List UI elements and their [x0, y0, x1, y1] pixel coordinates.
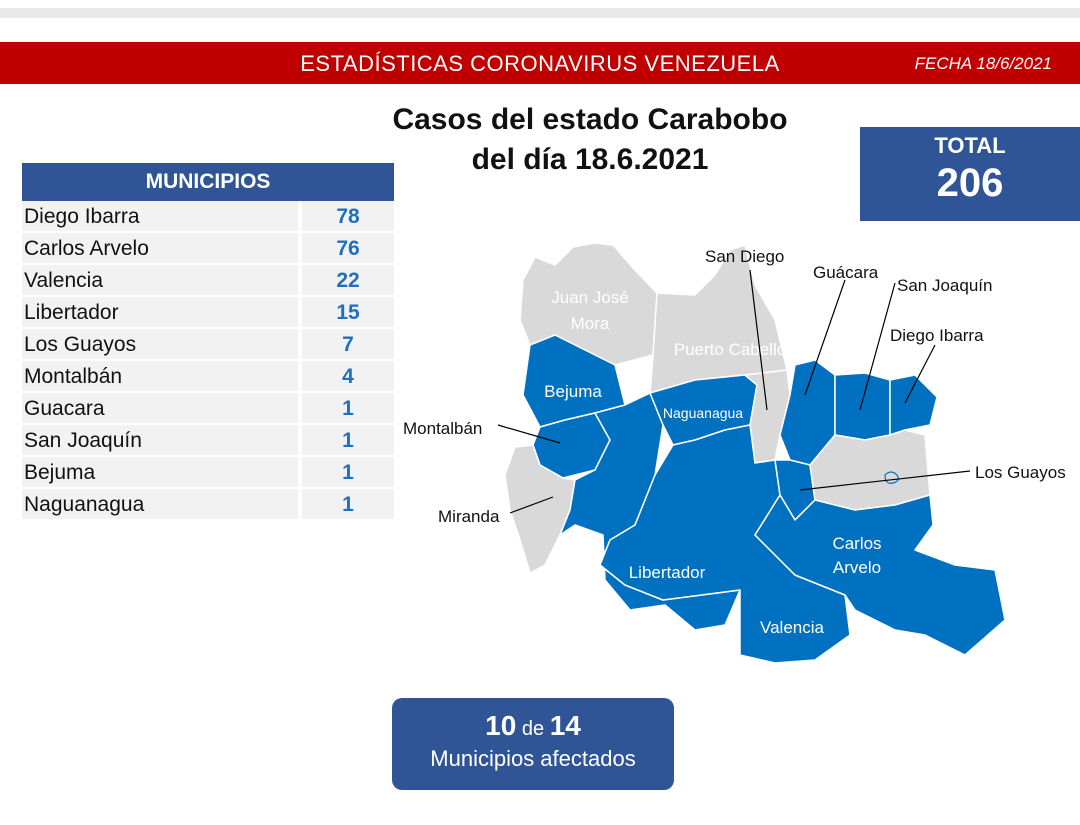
carabobo-map: Juan José Mora Puerto Cabello Bejuma Nag… [403, 242, 1066, 664]
total-box: TOTAL 206 [860, 127, 1080, 221]
municipio-cases: 76 [302, 233, 394, 265]
municipio-cases: 1 [302, 489, 394, 521]
label-bejuma: Bejuma [544, 382, 602, 401]
municipio-name: San Joaquín [22, 425, 298, 457]
table-row: Guacara 1 [22, 393, 394, 425]
header-banner: ESTADÍSTICAS CORONAVIRUS VENEZUELA FECHA… [0, 42, 1080, 84]
banner-title: ESTADÍSTICAS CORONAVIRUS VENEZUELA [300, 51, 780, 76]
label-juan-jose-mora-2: Mora [571, 314, 610, 333]
callout-montalban: Montalbán [403, 419, 482, 438]
municipio-cases: 7 [302, 329, 394, 361]
label-valencia: Valencia [760, 618, 824, 637]
callout-line-los-guayos [799, 470, 971, 491]
municipio-name: Libertador [22, 297, 298, 329]
municipio-cases: 4 [302, 361, 394, 393]
table-row: Carlos Arvelo 76 [22, 233, 394, 265]
page-title: Casos del estado Carabobo del día 18.6.2… [330, 100, 850, 180]
table-row: Bejuma 1 [22, 457, 394, 489]
region-san-joaquin [834, 372, 891, 441]
affected-ratio: 10 de 14 [392, 710, 674, 742]
municipio-name: Bejuma [22, 457, 298, 489]
affected-total: 14 [549, 710, 581, 741]
callout-los-guayos: Los Guayos [975, 463, 1066, 482]
region-diego-ibarra [889, 374, 938, 436]
callout-line-guacara [804, 279, 846, 396]
table-header: MUNICIPIOS [22, 163, 394, 201]
municipio-cases: 22 [302, 265, 394, 297]
callout-guacara: Guácara [813, 263, 879, 282]
municipio-name: Naguanagua [22, 489, 298, 521]
callout-line-san-diego [749, 269, 768, 411]
municipio-cases: 78 [302, 201, 394, 233]
label-libertador: Libertador [629, 563, 706, 582]
table-row: Libertador 15 [22, 297, 394, 329]
region-puerto-cabello [649, 244, 788, 394]
municipio-cases: 1 [302, 457, 394, 489]
table-row: Diego Ibarra 78 [22, 201, 394, 233]
municipio-name: Carlos Arvelo [22, 233, 298, 265]
municipio-cases: 15 [302, 297, 394, 329]
label-carlos-arvelo: Carlos [832, 534, 881, 553]
municipio-cases: 1 [302, 425, 394, 457]
municipio-name: Valencia [22, 265, 298, 297]
callout-line-san-joaquin [859, 282, 896, 411]
affected-label: Municipios afectados [430, 746, 636, 771]
table-row: San Joaquín 1 [22, 425, 394, 457]
title-line-1: Casos del estado Carabobo [392, 103, 788, 136]
table-row: Valencia 22 [22, 265, 394, 297]
municipio-name: Diego Ibarra [22, 201, 298, 233]
municipio-name: Guacara [22, 393, 298, 425]
total-label: TOTAL [934, 133, 1006, 158]
label-juan-jose-mora: Juan José [551, 288, 629, 307]
banner-date: FECHA 18/6/2021 [914, 54, 1052, 73]
title-line-2: del día 18.6.2021 [471, 143, 709, 176]
total-value: 206 [936, 161, 1004, 205]
callout-diego-ibarra: Diego Ibarra [890, 326, 984, 345]
lake-icon [884, 471, 899, 484]
region-carlos-arvelo [754, 494, 1006, 656]
table-row: Naguanagua 1 [22, 489, 394, 521]
callout-miranda: Miranda [438, 507, 500, 526]
municipio-name: Montalbán [22, 361, 298, 393]
label-naguanagua: Naguanagua [663, 405, 743, 421]
affected-summary: 10 de 14 Municipios afectados [392, 698, 674, 790]
table-row: Los Guayos 7 [22, 329, 394, 361]
municipio-cases: 1 [302, 393, 394, 425]
affected-count: 10 [485, 710, 517, 741]
callout-san-diego: San Diego [705, 247, 784, 266]
label-carlos-arvelo-2: Arvelo [833, 558, 881, 577]
callout-line-miranda [509, 496, 554, 514]
municipios-table: MUNICIPIOS Diego Ibarra 78 Carlos Arvelo 7… [22, 163, 394, 521]
affected-of: de [521, 718, 545, 740]
region-libertador [559, 392, 741, 631]
top-divider [0, 8, 1080, 18]
callout-line-montalban [497, 424, 561, 444]
label-puerto-cabello: Puerto Cabello [674, 340, 786, 359]
callout-san-joaquin: San Joaquín [897, 276, 992, 295]
callout-line-diego-ibarra [904, 344, 936, 404]
municipio-name: Los Guayos [22, 329, 298, 361]
region-valencia [599, 424, 851, 664]
table-row: Montalbán 4 [22, 361, 394, 393]
